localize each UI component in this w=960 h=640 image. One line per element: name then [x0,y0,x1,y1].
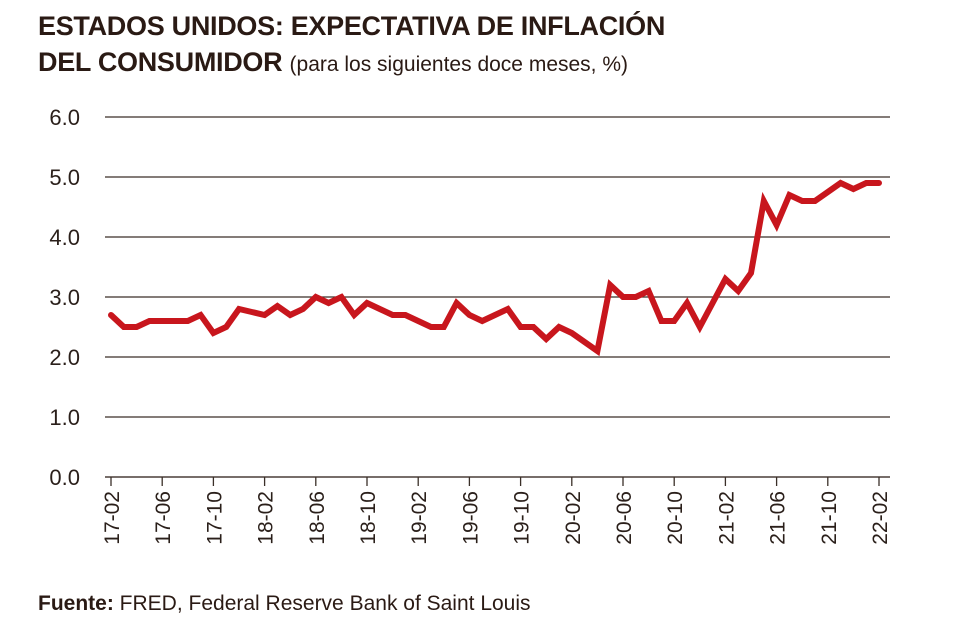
source-label: Fuente: [38,592,114,615]
x-tick-label: 19-06 [459,491,482,545]
source-note: Fuente: FRED, Federal Reserve Bank of Sa… [38,592,531,616]
chart-subtitle: (para los siguientes doce meses, %) [289,53,629,76]
y-tick-label: 3.0 [49,285,80,310]
x-tick-label: 17-10 [203,491,226,545]
x-tick-label: 22-02 [869,491,892,545]
title-line-2-text: DEL CONSUMIDOR [38,47,283,77]
source-text: FRED, Federal Reserve Bank of Saint Loui… [119,592,531,615]
x-tick-label: 20-06 [613,491,636,545]
x-tick-label: 21-06 [767,491,790,545]
y-tick-label: 5.0 [49,165,80,190]
y-tick-label: 6.0 [49,105,80,130]
x-tick-label: 17-06 [152,491,175,545]
chart-title: ESTADOS UNIDOS: EXPECTATIVA DE INFLACIÓN… [38,8,665,83]
y-tick-label: 4.0 [49,225,80,250]
x-tick-label: 18-10 [357,491,380,545]
x-tick-label: 18-02 [255,491,278,545]
x-tick-label: 20-10 [664,491,687,545]
x-tick-label: 19-02 [408,491,431,545]
series-line [108,179,882,357]
y-tick-label: 1.0 [49,405,80,430]
x-tick-label: 20-02 [562,491,585,545]
x-tick-label: 21-02 [715,491,738,545]
y-tick-label: 0.0 [49,465,80,490]
x-tick-label: 18-06 [306,491,329,545]
x-tick-label: 19-10 [511,491,534,545]
y-tick-label: 2.0 [49,345,80,370]
x-tick-label: 17-02 [101,491,124,545]
title-line-1: ESTADOS UNIDOS: EXPECTATIVA DE INFLACIÓN [38,11,666,41]
x-tick-label: 21-10 [818,491,841,545]
title-line-2: DEL CONSUMIDOR (para los siguientes doce… [38,44,665,83]
